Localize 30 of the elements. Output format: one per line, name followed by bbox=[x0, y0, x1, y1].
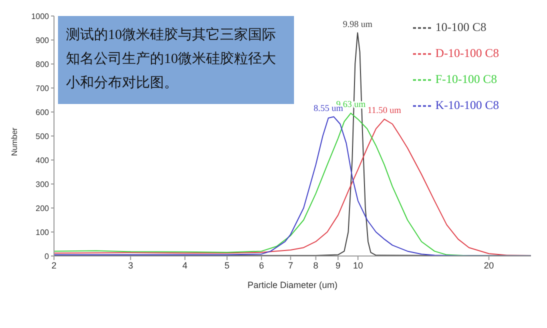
y-tick-label: 900 bbox=[36, 36, 50, 45]
x-tick-label: 5 bbox=[224, 260, 230, 270]
y-tick-label: 300 bbox=[36, 180, 50, 189]
y-axis-title: Number bbox=[10, 127, 19, 156]
y-tick-label: 0 bbox=[44, 252, 50, 261]
x-tick-label: 2 bbox=[51, 260, 57, 270]
x-tick-label: 6 bbox=[258, 260, 264, 270]
annotation: 9.98 um bbox=[342, 18, 372, 29]
legend-label: F-10-100 C8 bbox=[435, 72, 497, 87]
x-tick-label: 3 bbox=[128, 260, 134, 270]
x-axis-title: Particle Diameter (um) bbox=[247, 280, 338, 290]
legend-label: 10-100 C8 bbox=[435, 20, 486, 35]
y-tick-label: 600 bbox=[36, 108, 50, 117]
y-tick-label: 700 bbox=[36, 84, 50, 93]
y-tick-label: 100 bbox=[36, 228, 50, 237]
y-tick-label: 1000 bbox=[31, 12, 50, 21]
x-tick-label: 20 bbox=[484, 260, 494, 270]
y-tick-label: 200 bbox=[36, 204, 50, 213]
text: 测试的10微米硅胶与其它三家国际知名公司生产的10微米硅胶粒径大小和分布对比图。 bbox=[58, 16, 294, 104]
annotation: 11.50 um bbox=[368, 105, 402, 116]
legend-label: D-10-100 C8 bbox=[435, 46, 499, 61]
x-tick-label: 8 bbox=[313, 260, 318, 270]
y-tick-label: 400 bbox=[36, 156, 50, 165]
x-tick-label: 9 bbox=[336, 260, 341, 270]
x-tick-label: 10 bbox=[352, 260, 363, 270]
x-tick-label: 7 bbox=[288, 260, 294, 270]
legend-label: K-10-100 C8 bbox=[435, 98, 499, 113]
x-tick-label: 4 bbox=[182, 260, 188, 270]
y-tick-label: 500 bbox=[36, 132, 50, 141]
y-tick-label: 800 bbox=[36, 60, 50, 69]
